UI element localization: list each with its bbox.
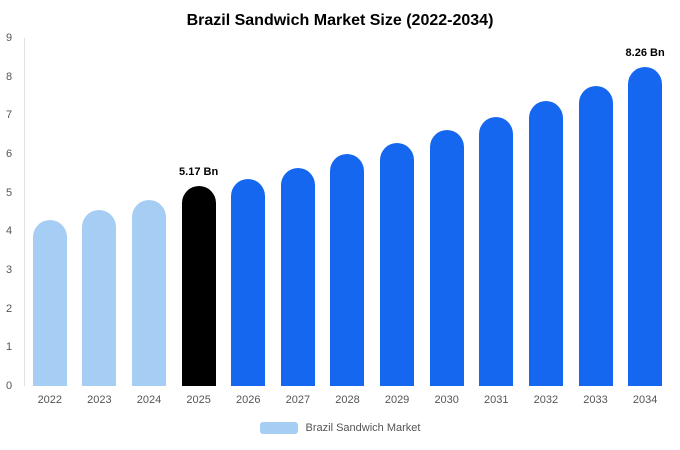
bar-column-2031 bbox=[471, 38, 521, 386]
x-tick-label: 2029 bbox=[384, 394, 410, 406]
bar-column-2022 bbox=[25, 38, 75, 386]
bar-column-2023 bbox=[75, 38, 125, 386]
bar-column-2024 bbox=[124, 38, 174, 386]
x-tick-label: 2033 bbox=[583, 394, 608, 406]
x-axis-labels: 2022 2023 2024 2025 2026 2027 2028 2029 2030 2031… bbox=[25, 394, 670, 406]
bar-column-2030 bbox=[422, 38, 472, 386]
bar bbox=[231, 179, 266, 386]
y-tick-label: 4 bbox=[6, 225, 13, 238]
x-tick-label: 2025 bbox=[186, 394, 211, 406]
x-tick-label: 2028 bbox=[335, 394, 360, 406]
bar-column-2025: 5.17 Bn bbox=[174, 38, 224, 386]
bar bbox=[578, 86, 613, 386]
x-axis: 2022 2023 2024 2025 2026 2027 2028 2029 2030 2031… bbox=[6, 386, 670, 406]
x-tick-label: 2026 bbox=[236, 394, 261, 406]
bar bbox=[32, 219, 67, 386]
x-tick-label: 2023 bbox=[87, 394, 112, 406]
bar-column-2032 bbox=[521, 38, 571, 386]
bar-column-2034: 8.26 Bn bbox=[620, 38, 670, 386]
x-tick-label: 2030 bbox=[434, 394, 459, 406]
y-tick-label: 0 bbox=[6, 380, 13, 392]
y-tick-label: 2 bbox=[6, 302, 13, 315]
bar-column-2026 bbox=[223, 38, 273, 386]
bar-value-label: 8.26 Bn bbox=[625, 46, 665, 59]
y-tick-label: 6 bbox=[6, 148, 13, 160]
plot-area: 5.17 Bn 8.26 Bn bbox=[24, 38, 670, 386]
bar bbox=[330, 154, 365, 386]
bar bbox=[181, 186, 216, 386]
x-tick-label: 2027 bbox=[285, 394, 311, 406]
bar-column-2027 bbox=[273, 38, 323, 386]
x-tick-label: 2024 bbox=[136, 394, 162, 406]
bar bbox=[380, 143, 415, 386]
bar-column-2029 bbox=[372, 38, 422, 386]
bar bbox=[528, 100, 563, 386]
bar bbox=[429, 130, 464, 386]
plot-row: 0 1 2 3 4 5 6 7 8 9 5.17 Bn 8.26 Bn bbox=[6, 32, 670, 392]
legend-label: Brazil Sandwich Market bbox=[305, 422, 421, 434]
bar-column-2028 bbox=[323, 38, 373, 386]
y-tick-label: 8 bbox=[6, 70, 13, 83]
y-axis: 0 1 2 3 4 5 6 7 8 9 bbox=[6, 32, 24, 392]
bar bbox=[82, 210, 117, 386]
y-tick-label: 1 bbox=[6, 341, 13, 354]
x-axis-spacer bbox=[6, 394, 25, 406]
x-tick-label: 2032 bbox=[533, 394, 559, 406]
bar bbox=[628, 66, 663, 386]
bar bbox=[132, 200, 167, 386]
bar bbox=[280, 167, 315, 386]
chart-title: Brazil Sandwich Market Size (2022-2034) bbox=[186, 12, 494, 29]
bar-value-label: 5.17 Bn bbox=[179, 166, 219, 179]
y-tick-label: 5 bbox=[6, 186, 13, 199]
legend: Brazil Sandwich Market bbox=[4, 422, 676, 434]
bar-column-2033 bbox=[571, 38, 621, 386]
bar bbox=[479, 117, 514, 386]
y-tick-label: 9 bbox=[6, 32, 13, 44]
y-tick-label: 3 bbox=[6, 264, 13, 276]
x-tick-label: 2034 bbox=[632, 394, 658, 406]
x-tick-label: 2022 bbox=[37, 394, 63, 406]
x-tick-label: 2031 bbox=[484, 394, 509, 406]
y-tick-label: 7 bbox=[6, 109, 13, 122]
legend-swatch-icon bbox=[259, 422, 298, 434]
